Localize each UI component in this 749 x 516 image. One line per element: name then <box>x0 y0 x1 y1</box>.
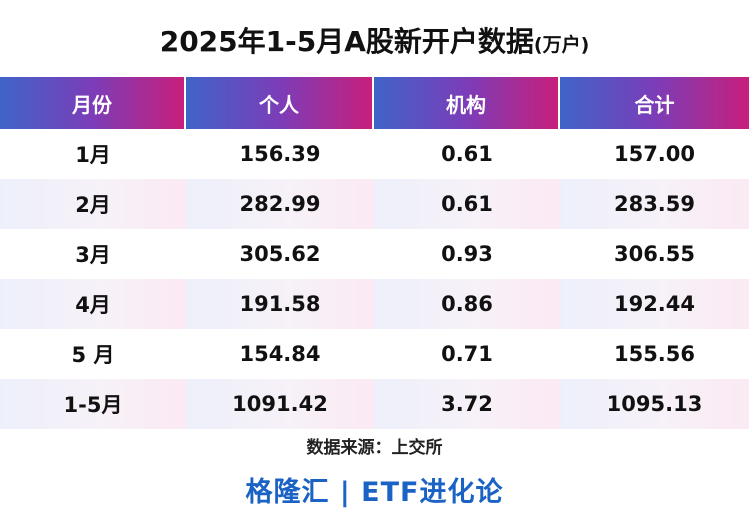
cell-month: 4月 <box>0 279 186 329</box>
cell-month: 1-5月 <box>0 379 186 429</box>
page-title: 2025年1-5月A股新开户数据(万户) <box>0 20 749 60</box>
cell-institution: 0.71 <box>441 342 493 366</box>
table-row: 3月 305.62 0.93 306.55 <box>0 229 749 279</box>
cell-institution: 0.86 <box>374 279 560 329</box>
cell-institution: 0.93 <box>441 242 493 266</box>
cell-month: 5 月 <box>71 343 115 367</box>
title-unit: (万户) <box>533 34 590 56</box>
table-row: 2月 282.99 0.61 283.59 <box>0 179 749 229</box>
cell-total: 283.59 <box>560 179 749 229</box>
cell-institution: 0.61 <box>441 142 493 166</box>
header-total: 合计 <box>560 77 749 129</box>
table-row: 1月 156.39 0.61 157.00 <box>0 129 749 179</box>
cell-total: 1095.13 <box>560 379 749 429</box>
cell-total: 155.56 <box>613 342 696 366</box>
table-row-total: 1-5月 1091.42 3.72 1095.13 <box>0 379 749 429</box>
data-source-note: 数据来源：上交所 <box>306 438 443 458</box>
account-data-table: 月份 个人 机构 合计 1月 156.39 0.61 157.00 2月 282… <box>0 77 749 429</box>
header-month: 月份 <box>0 77 186 129</box>
cell-total: 157.00 <box>613 142 696 166</box>
cell-institution: 3.72 <box>374 379 560 429</box>
cell-individual: 1091.42 <box>186 379 374 429</box>
cell-individual: 282.99 <box>186 179 374 229</box>
cell-month: 3月 <box>75 243 111 267</box>
table-row: 5 月 154.84 0.71 155.56 <box>0 329 749 379</box>
title-text: 2025年1-5月A股新开户数据 <box>159 25 534 58</box>
cell-total: 306.55 <box>613 242 696 266</box>
brand-footer: 格隆汇 | ETF进化论 <box>245 477 504 508</box>
cell-institution: 0.61 <box>374 179 560 229</box>
cell-individual: 156.39 <box>239 142 321 166</box>
header-institution: 机构 <box>374 77 560 129</box>
cell-individual: 154.84 <box>239 342 321 366</box>
cell-total: 192.44 <box>560 279 749 329</box>
header-individual: 个人 <box>186 77 374 129</box>
cell-month: 2月 <box>0 179 186 229</box>
cell-month: 1月 <box>75 143 111 167</box>
cell-individual: 305.62 <box>239 242 321 266</box>
table-header-row: 月份 个人 机构 合计 <box>0 77 749 129</box>
cell-individual: 191.58 <box>186 279 374 329</box>
table-row: 4月 191.58 0.86 192.44 <box>0 279 749 329</box>
